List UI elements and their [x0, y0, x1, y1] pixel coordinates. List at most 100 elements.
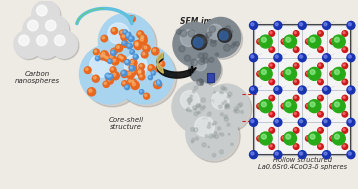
Circle shape: [125, 60, 130, 65]
Circle shape: [330, 39, 335, 44]
Circle shape: [294, 129, 296, 131]
Circle shape: [139, 74, 145, 80]
Circle shape: [270, 129, 272, 131]
Circle shape: [140, 65, 142, 67]
Circle shape: [198, 53, 204, 59]
Circle shape: [257, 136, 262, 141]
Circle shape: [224, 105, 227, 108]
Circle shape: [270, 32, 272, 34]
Circle shape: [275, 23, 278, 26]
Circle shape: [112, 29, 115, 31]
Circle shape: [250, 151, 257, 159]
Circle shape: [342, 128, 348, 133]
Circle shape: [342, 63, 348, 69]
Circle shape: [130, 65, 133, 68]
Circle shape: [331, 137, 333, 139]
Circle shape: [305, 103, 311, 109]
Circle shape: [200, 82, 203, 85]
Circle shape: [251, 23, 254, 26]
Circle shape: [110, 74, 113, 77]
Circle shape: [206, 86, 252, 132]
Circle shape: [117, 47, 177, 107]
Circle shape: [300, 87, 303, 90]
Circle shape: [113, 73, 116, 76]
Circle shape: [187, 108, 190, 111]
Circle shape: [203, 53, 208, 58]
Circle shape: [269, 128, 275, 133]
Circle shape: [202, 37, 208, 43]
Circle shape: [237, 104, 241, 108]
Circle shape: [257, 103, 262, 109]
Circle shape: [208, 24, 223, 39]
Circle shape: [348, 23, 351, 26]
Circle shape: [274, 21, 282, 29]
Circle shape: [123, 42, 125, 44]
Circle shape: [152, 48, 159, 55]
Circle shape: [140, 75, 142, 77]
Circle shape: [130, 17, 132, 19]
Circle shape: [259, 132, 272, 145]
Circle shape: [143, 45, 150, 52]
Circle shape: [129, 66, 135, 71]
Circle shape: [298, 151, 306, 159]
Circle shape: [275, 55, 278, 58]
Circle shape: [140, 38, 144, 41]
Circle shape: [140, 90, 142, 92]
Circle shape: [93, 76, 96, 79]
Circle shape: [125, 54, 147, 77]
Circle shape: [100, 54, 106, 60]
Circle shape: [131, 80, 134, 82]
Circle shape: [257, 39, 262, 44]
Circle shape: [348, 152, 351, 155]
Circle shape: [343, 80, 345, 82]
Circle shape: [343, 48, 345, 50]
Circle shape: [127, 33, 129, 35]
Circle shape: [106, 74, 108, 76]
Circle shape: [131, 79, 136, 85]
Circle shape: [87, 88, 96, 96]
Circle shape: [122, 81, 127, 87]
Circle shape: [294, 145, 296, 147]
Circle shape: [331, 104, 333, 106]
Circle shape: [122, 71, 125, 74]
Circle shape: [106, 57, 108, 59]
Circle shape: [126, 32, 131, 37]
Circle shape: [126, 86, 127, 88]
Circle shape: [135, 42, 138, 45]
Circle shape: [191, 59, 198, 66]
Circle shape: [194, 108, 197, 110]
Circle shape: [159, 62, 162, 64]
Circle shape: [213, 121, 217, 125]
Circle shape: [110, 55, 113, 58]
Circle shape: [127, 43, 132, 49]
Circle shape: [214, 135, 219, 139]
Circle shape: [187, 109, 188, 111]
Circle shape: [310, 70, 315, 74]
Circle shape: [92, 75, 99, 82]
Circle shape: [130, 69, 136, 74]
Circle shape: [138, 71, 141, 74]
Circle shape: [258, 104, 260, 106]
Circle shape: [139, 36, 147, 45]
Circle shape: [133, 54, 138, 59]
Circle shape: [207, 125, 211, 128]
Circle shape: [308, 67, 321, 80]
Circle shape: [197, 112, 199, 114]
Circle shape: [269, 144, 275, 149]
Circle shape: [32, 30, 60, 58]
Circle shape: [305, 39, 311, 44]
Circle shape: [343, 145, 345, 147]
Circle shape: [156, 66, 161, 72]
Circle shape: [190, 110, 192, 112]
Circle shape: [138, 70, 141, 72]
Circle shape: [318, 79, 323, 85]
Circle shape: [194, 86, 198, 90]
Circle shape: [228, 133, 230, 135]
Circle shape: [186, 108, 238, 160]
Circle shape: [176, 29, 181, 34]
Circle shape: [129, 64, 137, 72]
Circle shape: [342, 31, 348, 36]
Circle shape: [123, 42, 125, 43]
Circle shape: [294, 48, 296, 50]
Circle shape: [209, 57, 214, 62]
